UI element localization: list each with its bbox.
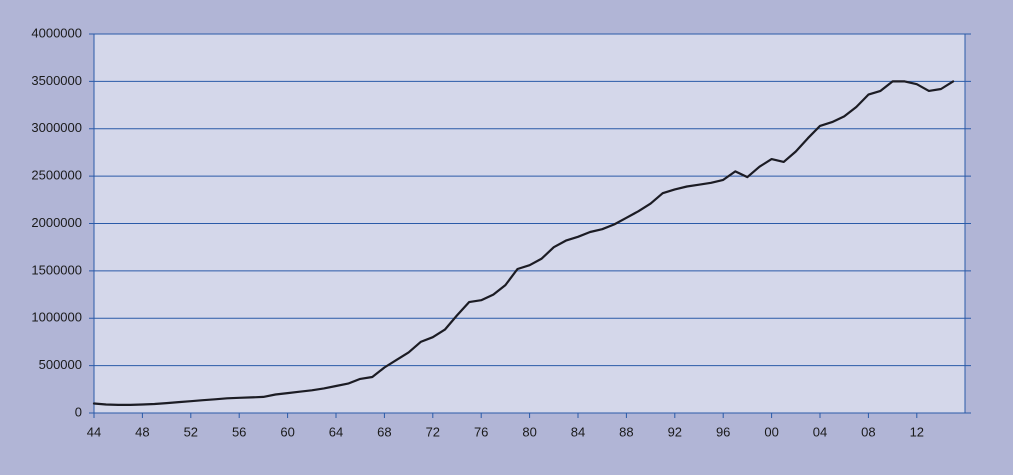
y-tick-label: 2000000 — [31, 215, 82, 230]
y-tick-label: 1000000 — [31, 310, 82, 325]
data-line — [92, 80, 955, 406]
x-tick-label: 64 — [329, 424, 343, 439]
x-tick-label: 56 — [232, 424, 246, 439]
y-tick-label: 3000000 — [31, 120, 82, 135]
y-tick-label: 0 — [75, 404, 82, 419]
x-tick-label: 72 — [426, 424, 440, 439]
x-tick-label: 00 — [764, 424, 778, 439]
y-tick-label: 2500000 — [31, 168, 82, 183]
y-tick-label: 3500000 — [31, 73, 82, 88]
x-tick-label: 76 — [474, 424, 488, 439]
y-tick-label: 500000 — [39, 357, 82, 372]
x-tick-label: 04 — [813, 424, 827, 439]
y-tick-label: 4000000 — [31, 25, 82, 40]
x-tick-label: 12 — [910, 424, 924, 439]
x-tick-label: 68 — [377, 424, 391, 439]
x-tick-label: 60 — [280, 424, 294, 439]
x-tick-label: 92 — [668, 424, 682, 439]
x-tick-label: 96 — [716, 424, 730, 439]
x-tick-label: 88 — [619, 424, 633, 439]
x-tick-label: 44 — [87, 424, 101, 439]
x-tick-label: 52 — [184, 424, 198, 439]
x-tick-label: 48 — [135, 424, 149, 439]
x-tick-label: 84 — [571, 424, 585, 439]
x-tick-label: 80 — [522, 424, 536, 439]
x-tick-label: 08 — [861, 424, 875, 439]
y-tick-label: 1500000 — [31, 262, 82, 277]
